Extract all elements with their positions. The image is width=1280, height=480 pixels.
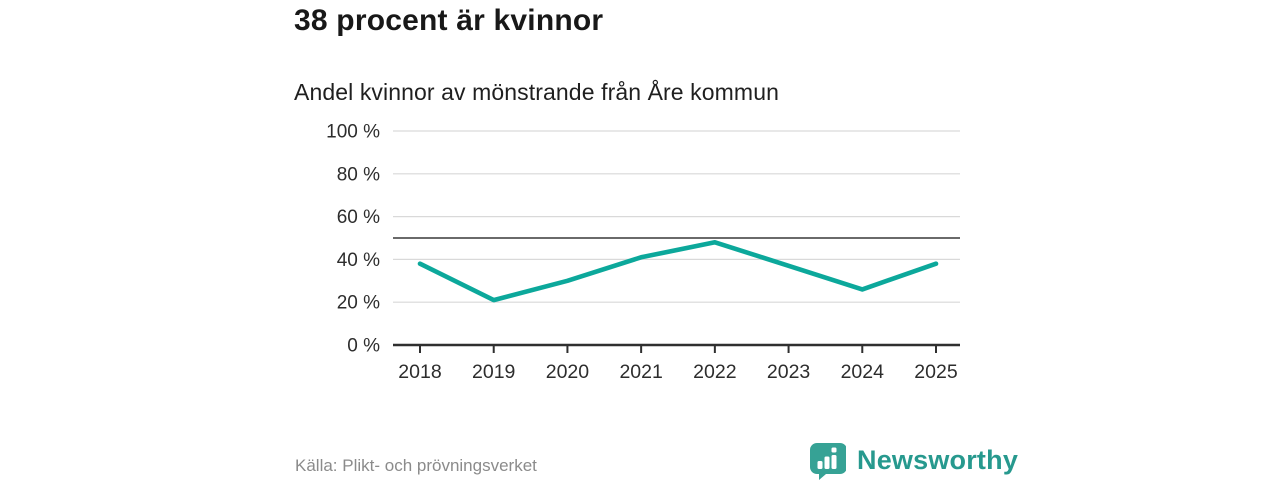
bar-3 xyxy=(831,455,837,469)
newsworthy-wordmark: Newsworthy xyxy=(857,444,1019,475)
y-tick-label-80: 80 % xyxy=(337,164,380,185)
chart-title: 38 procent är kvinnor xyxy=(294,4,604,37)
x-tick-label-2023: 2023 xyxy=(767,361,810,383)
chart-subtitle: Andel kvinnor av mönstrande från Åre kom… xyxy=(294,79,779,105)
data-line-andel-kvinnor xyxy=(417,240,939,303)
y-tick-label-100: 100 % xyxy=(326,122,380,143)
x-tick-label-2024: 2024 xyxy=(841,361,885,383)
y-tick-label-0: 0 % xyxy=(347,336,380,357)
exclamation-dot xyxy=(831,447,837,453)
x-tick-label-2019: 2019 xyxy=(472,361,515,383)
y-tick-label-20: 20 % xyxy=(337,293,380,314)
newsworthy-bubble-icon xyxy=(810,443,846,480)
x-tick-label-2020: 2020 xyxy=(546,361,590,383)
y-tick-label-60: 60 % xyxy=(337,207,380,228)
x-tick-label-2022: 2022 xyxy=(693,361,736,383)
y-tick-label-40: 40 % xyxy=(337,250,380,271)
source-note: Källa: Plikt- och prövningsverket xyxy=(295,456,537,475)
x-tick-label-2025: 2025 xyxy=(914,361,958,383)
bar-1 xyxy=(817,461,823,469)
newsworthy-logo: Newsworthy xyxy=(808,440,1018,480)
x-tick-label-2021: 2021 xyxy=(619,361,662,383)
bar-2 xyxy=(824,456,830,469)
x-tick-label-2018: 2018 xyxy=(398,361,441,383)
